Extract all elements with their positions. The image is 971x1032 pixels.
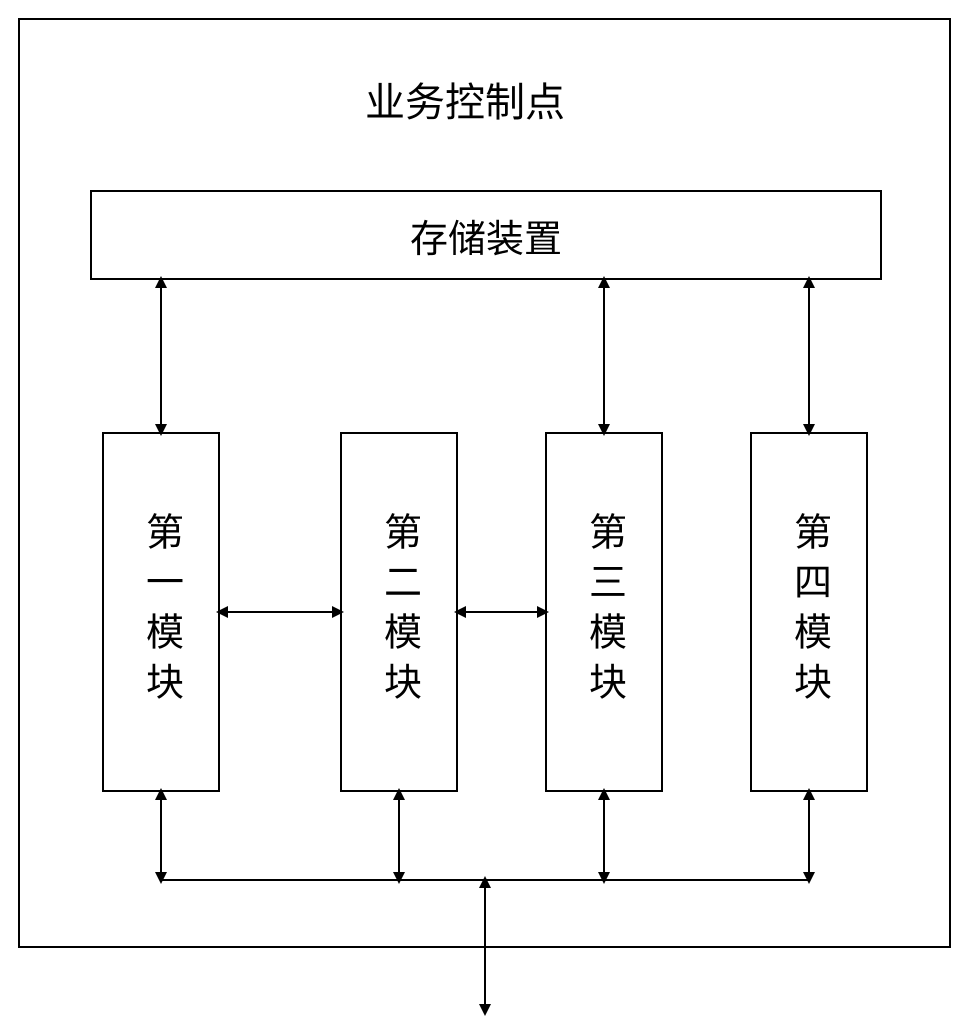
arrows-layer <box>0 0 971 1032</box>
